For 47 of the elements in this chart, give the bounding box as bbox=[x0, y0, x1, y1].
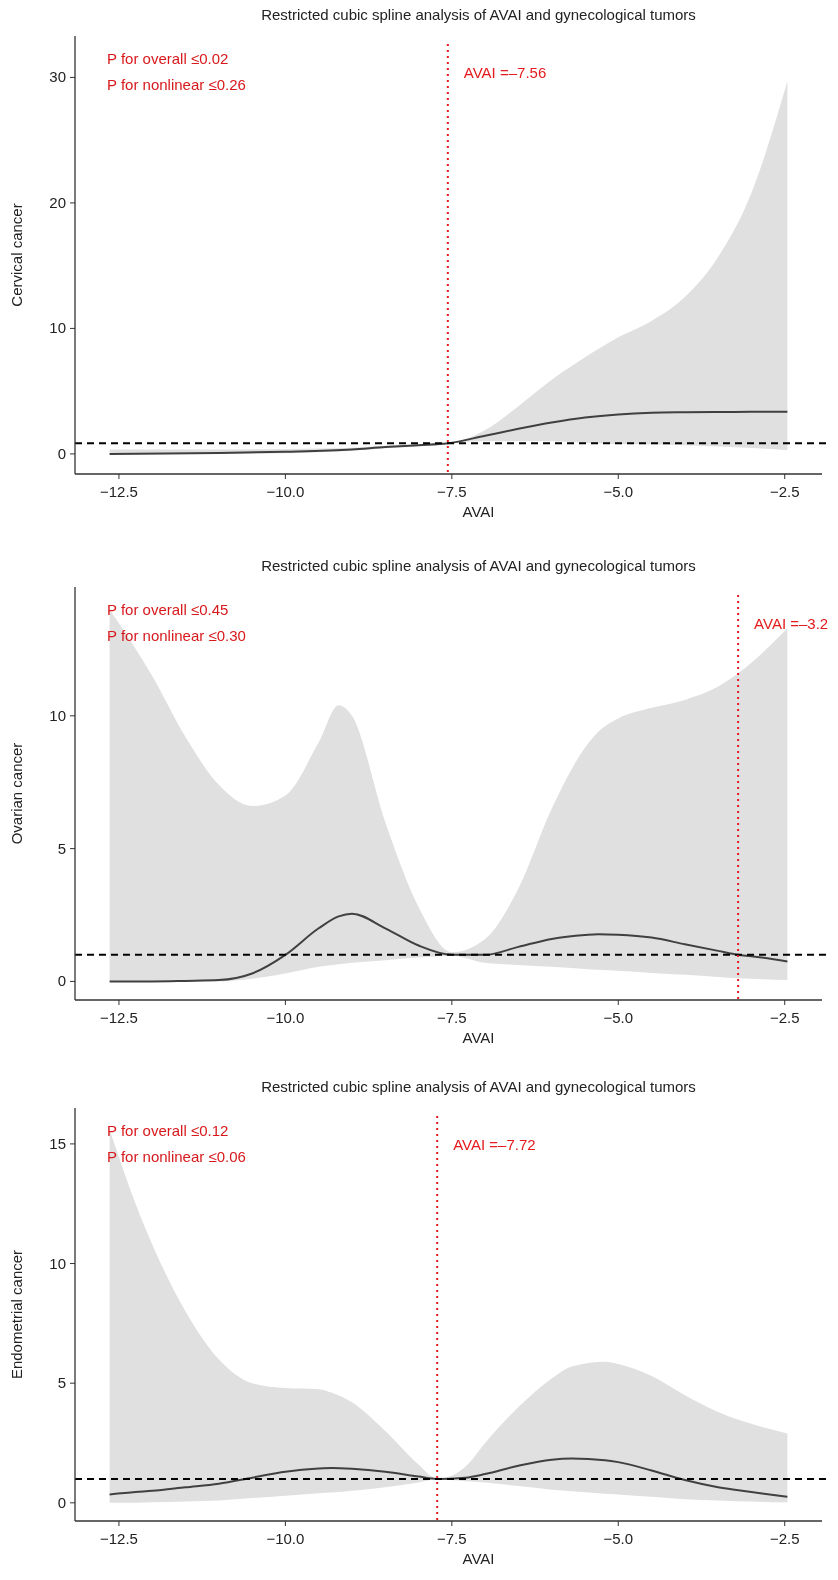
y-tick-label: 5 bbox=[57, 1374, 66, 1392]
y-tick-label: 10 bbox=[49, 1254, 66, 1272]
y-tick-label: 0 bbox=[57, 1493, 66, 1511]
x-axis-title: AVAI bbox=[462, 1550, 495, 1567]
x-tick-label: −5.0 bbox=[603, 1530, 634, 1547]
x-tick-label: −10.0 bbox=[266, 1009, 305, 1026]
annotation: P for nonlinear ≤0.26 bbox=[107, 76, 246, 93]
chart-title: Restricted cubic spline analysis of AVAI and gynecological tumors bbox=[261, 557, 696, 574]
y-tick-label: 0 bbox=[57, 972, 66, 990]
y-tick-label: 0 bbox=[57, 444, 66, 462]
y-tick-label: 10 bbox=[49, 706, 66, 724]
x-tick-label: −10.0 bbox=[266, 483, 305, 500]
x-tick-label: −7.5 bbox=[437, 1530, 467, 1547]
ref-line-label: AVAI =–7.72 bbox=[453, 1136, 536, 1153]
annotation: P for overall ≤0.02 bbox=[107, 50, 229, 67]
y-axis-title: Cervical cancer bbox=[8, 203, 25, 307]
x-tick-label: −12.5 bbox=[99, 483, 138, 500]
y-axis-title: Endometrial cancer bbox=[8, 1249, 25, 1380]
x-tick-label: −5.0 bbox=[603, 483, 634, 500]
line-series bbox=[108, 410, 789, 455]
ref-line-label: AVAI =–3.2 bbox=[754, 615, 829, 632]
x-tick-label: −5.0 bbox=[603, 1009, 634, 1026]
annotation: P for overall ≤0.45 bbox=[107, 601, 229, 618]
y-tick-label: 15 bbox=[49, 1134, 66, 1152]
line-series bbox=[108, 912, 789, 983]
annotation: P for nonlinear ≤0.06 bbox=[107, 1148, 246, 1165]
chart-title: Restricted cubic spline analysis of AVAI and gynecological tumors bbox=[261, 1078, 696, 1095]
line-series bbox=[108, 1457, 789, 1498]
x-tick-label: −7.5 bbox=[437, 483, 467, 500]
annotation: P for overall ≤0.12 bbox=[107, 1122, 229, 1139]
annotation: P for nonlinear ≤0.30 bbox=[107, 627, 246, 644]
x-axis-title: AVAI bbox=[462, 503, 495, 520]
x-tick-label: −7.5 bbox=[437, 1009, 467, 1026]
x-tick-label: −2.5 bbox=[769, 1530, 800, 1547]
x-tick-label: −2.5 bbox=[769, 483, 800, 500]
y-tick-label: 10 bbox=[49, 319, 66, 337]
x-tick-label: −2.5 bbox=[769, 1009, 800, 1026]
y-tick-label: 20 bbox=[49, 193, 66, 211]
x-axis-title: AVAI bbox=[462, 1029, 495, 1046]
x-tick-label: −10.0 bbox=[266, 1530, 305, 1547]
ref-line-label: AVAI =–7.56 bbox=[463, 64, 547, 81]
y-axis-title: Ovarian cancer bbox=[8, 742, 25, 845]
y-tick-label: 30 bbox=[49, 68, 66, 86]
chart-title: Restricted cubic spline analysis of AVAI and gynecological tumors bbox=[261, 6, 696, 23]
y-tick-label: 5 bbox=[57, 839, 66, 857]
x-tick-label: −12.5 bbox=[99, 1530, 138, 1547]
x-tick-label: −12.5 bbox=[99, 1009, 138, 1026]
